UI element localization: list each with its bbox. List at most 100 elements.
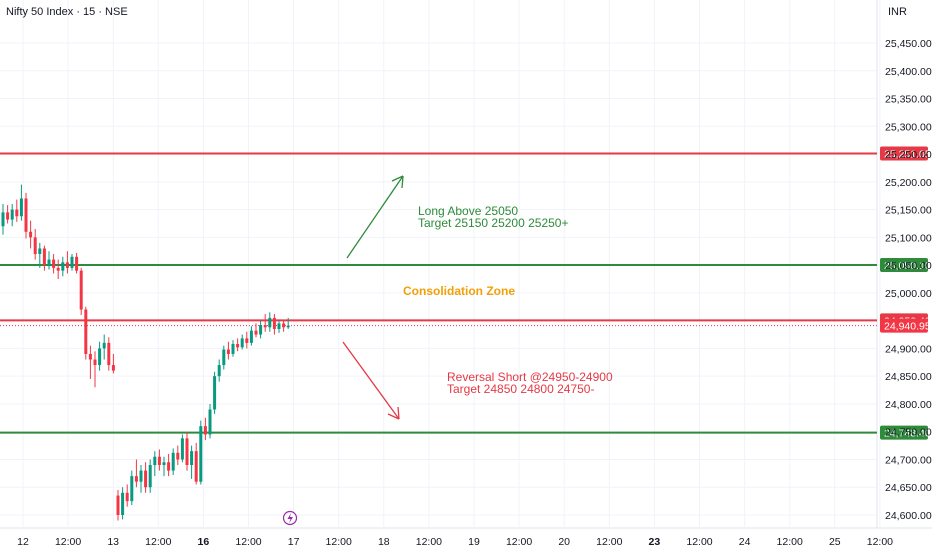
candle-body [277, 323, 281, 329]
y-tick-label: 25,000.00 [885, 288, 932, 300]
candle-body [102, 342, 106, 349]
y-tick-label: 25,350.00 [885, 94, 932, 106]
x-tick-label: 12:00 [777, 536, 803, 548]
candle-body [268, 317, 272, 328]
candle-body [236, 343, 240, 348]
candle-body [116, 495, 120, 515]
long-arrow-line[interactable] [346, 175, 404, 259]
candle-body [226, 349, 230, 354]
candle-body [217, 365, 221, 377]
candle-body [88, 353, 92, 360]
price-axis[interactable]: 24,600.00 24,650.00 24,700.00 24,750.00 24,8… [885, 38, 932, 522]
candle-body [125, 492, 129, 502]
short-note-line1: Reversal Short @24950-24900 [447, 370, 613, 384]
y-tick-label: 25,100.00 [885, 232, 932, 244]
candle-body [144, 470, 148, 488]
candle-body [1, 212, 5, 227]
x-tick-label: 12:00 [596, 536, 622, 548]
short-arrow-head [387, 406, 400, 420]
candle-body [79, 270, 83, 310]
long-arrow-head [391, 175, 404, 189]
candle-body [245, 338, 249, 343]
candle-body [52, 259, 56, 268]
y-tick-label: 25,400.00 [885, 66, 932, 78]
x-tick-label: 12 [17, 536, 29, 548]
candle-body [98, 348, 102, 366]
candle-body [29, 231, 33, 238]
candle-body [282, 323, 286, 328]
candle-body [93, 359, 97, 366]
y-tick-label: 24,650.00 [885, 482, 932, 494]
y-tick-label: 24,850.00 [885, 371, 932, 383]
candle-body [231, 343, 235, 354]
candle-body [254, 330, 258, 335]
x-tick-label: 13 [107, 536, 119, 548]
candle-body [24, 198, 28, 232]
x-tick-label: 19 [468, 536, 480, 548]
level-price-tag [880, 146, 928, 161]
x-tick-label: 23 [649, 536, 661, 548]
candle-body [61, 262, 65, 271]
x-tick-label: 16 [198, 536, 210, 548]
long-note-line2: Target 25150 25200 25250+ [418, 216, 568, 230]
consolidation-note: Consolidation Zone [403, 284, 515, 298]
candles [1, 184, 290, 521]
x-tick-label: 12:00 [867, 536, 893, 548]
symbol-title: Nifty 50 Index · 15 · NSE [6, 6, 128, 18]
candle-body [259, 325, 263, 335]
x-tick-label: 12:00 [506, 536, 532, 548]
trend-arrows[interactable] [342, 175, 404, 420]
long-note-line1: Long Above 25050 [418, 204, 518, 218]
candle-body [38, 248, 42, 255]
y-tick-label: 25,200.00 [885, 177, 932, 189]
y-tick-label: 24,800.00 [885, 399, 932, 411]
candle-body [203, 426, 207, 435]
candle-body [47, 259, 51, 266]
candle-body [33, 237, 37, 255]
x-tick-label: 25 [829, 536, 841, 548]
candle-body [42, 248, 46, 266]
level-price-label: 25,251.05 [884, 148, 931, 160]
last-price-label: 24,940.95 [884, 321, 931, 333]
x-tick-label: 12:00 [145, 536, 171, 548]
candle-body [15, 209, 19, 217]
candle-body [185, 438, 189, 466]
x-tick-label: 20 [558, 536, 570, 548]
candle-body [56, 267, 60, 271]
short-arrow-line[interactable] [342, 341, 400, 420]
candle-body [194, 451, 198, 482]
y-tick-label: 24,700.00 [885, 454, 932, 466]
candle-body [107, 342, 111, 366]
y-tick-label: 24,600.00 [885, 510, 932, 522]
candle-body [134, 476, 138, 482]
currency-label[interactable]: INR [888, 6, 907, 18]
candle-body [70, 256, 74, 268]
candle-body [121, 492, 125, 515]
candle-body [139, 470, 143, 482]
x-tick-label: 12:00 [686, 536, 712, 548]
candle-body [75, 256, 79, 271]
candle-body [222, 349, 226, 366]
horizontal-levels[interactable]: 25,251.0525,050.1024,950.4024,748.4024,9… [0, 146, 931, 440]
y-tick-label: 25,150.00 [885, 205, 932, 217]
candle-body [208, 409, 212, 435]
level-price-tag [880, 258, 928, 273]
candle-body [180, 438, 184, 460]
x-tick-label: 12:00 [326, 536, 352, 548]
candle-body [111, 365, 115, 371]
x-tick-label: 17 [288, 536, 300, 548]
short-note-line2: Target 24850 24800 24750- [447, 382, 594, 396]
level-price-label: 25,050.10 [884, 260, 931, 272]
last-price-tag [880, 318, 928, 333]
candle-body [199, 426, 203, 482]
candle-body [162, 462, 166, 466]
y-tick-label: 25,250.00 [885, 149, 932, 161]
candle-body [84, 309, 88, 354]
candle-body [286, 325, 290, 328]
time-axis[interactable]: 12 12:00 13 12:00 16 12:00 17 12:00 18 12:00 19 12:… [17, 536, 893, 548]
candle-body [171, 452, 175, 471]
flash-event-icon[interactable] [282, 510, 298, 526]
y-tick-label: 25,450.00 [885, 38, 932, 50]
candle-body [157, 456, 161, 466]
